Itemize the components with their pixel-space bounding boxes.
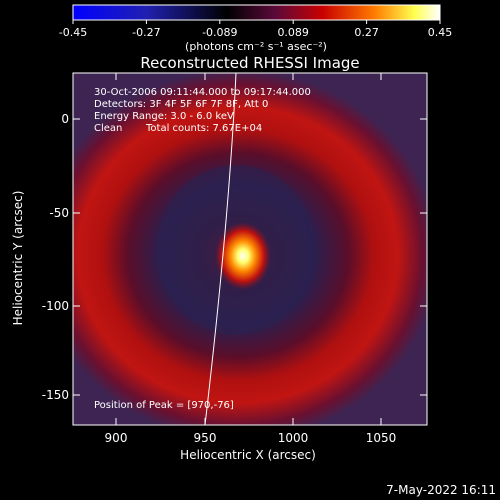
y-tick-minus100: -100	[42, 299, 69, 313]
colorbar-tick-1: -0.27	[132, 26, 160, 39]
x-tick-1000: 1000	[278, 431, 309, 445]
footer-timestamp: 7-May-2022 16:11	[386, 483, 496, 497]
peak-position-label: Position of Peak = [970,-76]	[94, 400, 234, 411]
plot-frame	[72, 72, 428, 426]
colorbar-tick-4: 0.27	[354, 26, 379, 39]
x-tick-900: 900	[105, 431, 128, 445]
info-line-2: Detectors: 3F 4F 5F 6F 7F 8F, Att 0	[94, 99, 268, 110]
solar-limb	[204, 73, 237, 425]
x-axis-ticks	[115, 73, 382, 425]
colorbar-tick-5: 0.45	[428, 26, 453, 39]
y-tick-minus150: -150	[42, 388, 69, 402]
x-tick-1050: 1050	[366, 431, 397, 445]
colorbar-tick-2: -0.089	[202, 26, 237, 39]
info-line-4b: Total counts: 7.67E+04	[145, 123, 262, 134]
x-tick-950: 950	[194, 431, 217, 445]
y-tick-0: 0	[61, 112, 69, 126]
x-axis-label: Heliocentric X (arcsec)	[180, 448, 316, 462]
plot-title: Reconstructed RHESSI Image	[140, 54, 359, 72]
image-area	[73, 73, 427, 425]
flare-core	[215, 222, 271, 290]
info-line-3: Energy Range: 3.0 - 6.0 keV	[94, 111, 234, 122]
colorbar	[72, 4, 441, 21]
colorbar-units: (photons cm⁻² s⁻¹ asec⁻²)	[185, 40, 327, 53]
colorbar-ticks	[72, 20, 441, 24]
y-axis-ticks	[73, 118, 427, 396]
info-line-4a: Clean	[94, 123, 122, 134]
info-line-1: 30-Oct-2006 09:11:44.000 to 09:17:44.000	[94, 87, 311, 98]
colorbar-tick-3: 0.089	[277, 26, 309, 39]
y-tick-minus50: -50	[49, 206, 69, 220]
colorbar-tick-0: -0.45	[59, 26, 87, 39]
y-axis-label: Heliocentric Y (arcsec)	[11, 191, 25, 326]
